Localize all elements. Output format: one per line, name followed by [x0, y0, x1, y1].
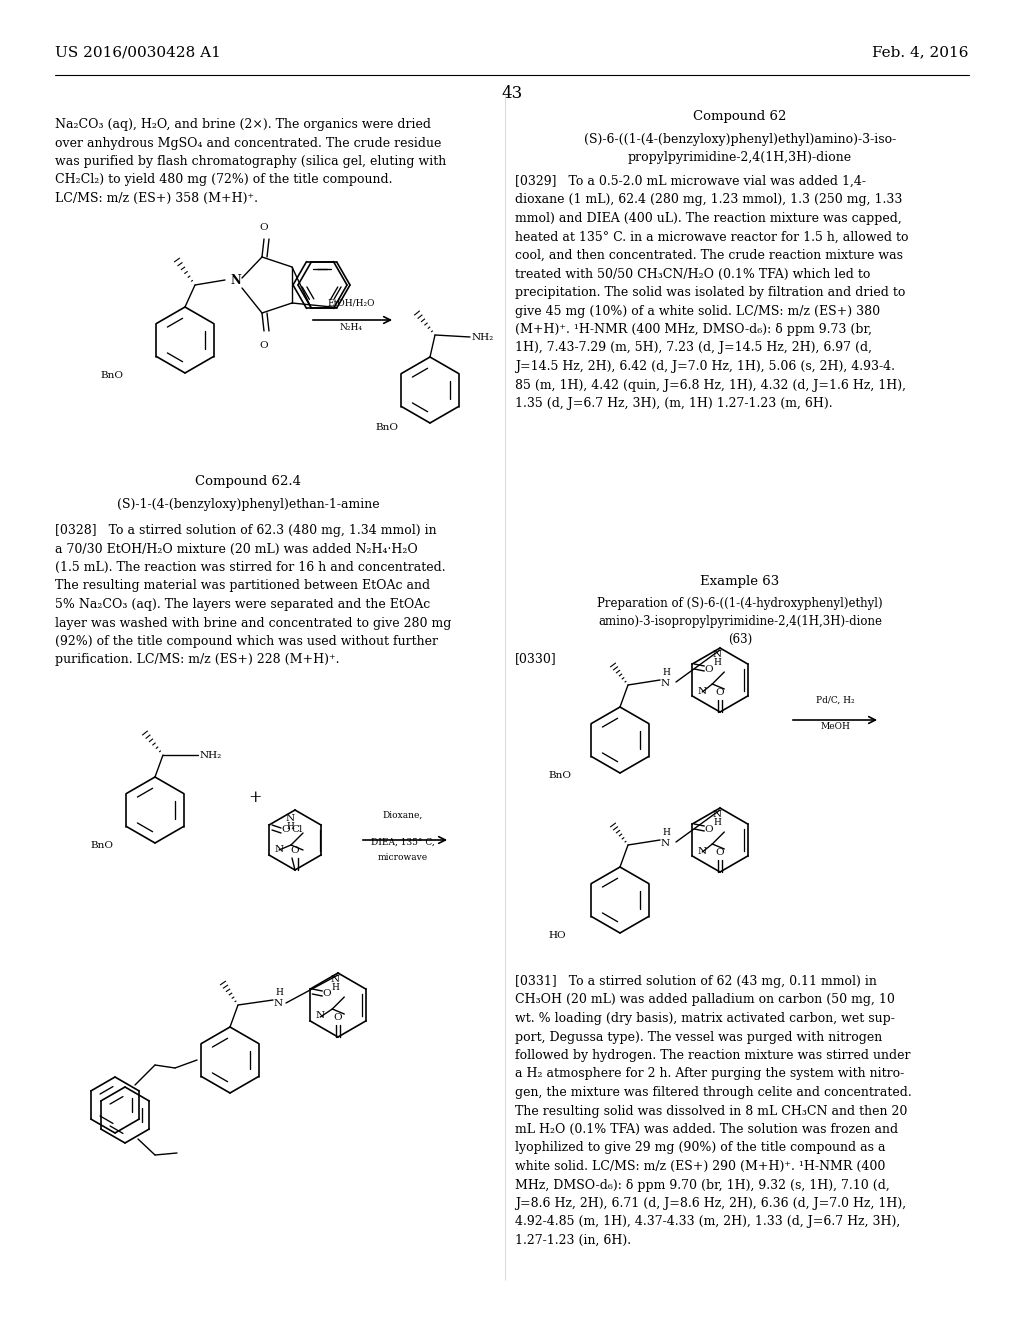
Text: Example 63: Example 63: [700, 576, 779, 587]
Text: Dioxane,: Dioxane,: [383, 810, 423, 820]
Text: N: N: [286, 814, 295, 822]
Text: O: O: [291, 846, 299, 855]
Text: N: N: [315, 1011, 325, 1020]
Text: O: O: [334, 1012, 342, 1022]
Text: N: N: [274, 846, 284, 854]
Text: N: N: [662, 678, 670, 688]
Text: H: H: [713, 818, 721, 828]
Text: N: N: [697, 846, 707, 855]
Text: O: O: [716, 847, 724, 857]
Text: Pd/C, H₂: Pd/C, H₂: [816, 696, 854, 705]
Text: N₂H₄: N₂H₄: [340, 323, 362, 333]
Text: NH₂: NH₂: [472, 333, 495, 342]
Text: H: H: [713, 657, 721, 667]
Text: N: N: [697, 686, 707, 696]
Text: Cl: Cl: [292, 825, 303, 834]
Text: EtOH/H₂O: EtOH/H₂O: [328, 300, 375, 308]
Text: N: N: [230, 273, 241, 286]
Text: N: N: [662, 838, 670, 847]
Text: BnO: BnO: [100, 371, 123, 380]
Text: HO: HO: [548, 931, 565, 940]
Text: microwave: microwave: [378, 853, 428, 862]
Text: +: +: [248, 789, 262, 807]
Text: Preparation of (S)-6-((1-(4-hydroxyphenyl)ethyl)
amino)-3-isopropylpyrimidine-2,: Preparation of (S)-6-((1-(4-hydroxypheny…: [597, 597, 883, 645]
Text: US 2016/0030428 A1: US 2016/0030428 A1: [55, 45, 221, 59]
Text: (S)-1-(4-(benzyloxy)phenyl)ethan-1-amine: (S)-1-(4-(benzyloxy)phenyl)ethan-1-amine: [117, 498, 379, 511]
Text: O: O: [323, 990, 331, 998]
Text: H: H: [662, 668, 670, 677]
Text: O: O: [705, 664, 713, 673]
Text: MeOH: MeOH: [820, 722, 850, 731]
Text: O: O: [705, 825, 713, 833]
Text: O: O: [281, 825, 290, 834]
Text: (S)-6-((1-(4-(benzyloxy)phenyl)ethyl)amino)-3-iso-
propylpyrimidine-2,4(1H,3H)-d: (S)-6-((1-(4-(benzyloxy)phenyl)ethyl)ami…: [584, 133, 896, 164]
Text: Compound 62.4: Compound 62.4: [195, 475, 301, 488]
Text: [0331]   To a stirred solution of 62 (43 mg, 0.11 mmol) in
CH₃OH (20 mL) was add: [0331] To a stirred solution of 62 (43 m…: [515, 975, 911, 1247]
Text: Compound 62: Compound 62: [693, 110, 786, 123]
Text: O: O: [260, 223, 268, 232]
Text: H: H: [662, 828, 670, 837]
Text: [0329]   To a 0.5-2.0 mL microwave vial was added 1,4-
dioxane (1 mL), 62.4 (280: [0329] To a 0.5-2.0 mL microwave vial wa…: [515, 176, 908, 411]
Text: DIEA, 135° C,: DIEA, 135° C,: [371, 838, 435, 847]
Text: N: N: [713, 649, 722, 659]
Text: [0330]: [0330]: [515, 652, 557, 665]
Text: N: N: [713, 810, 722, 818]
Text: Feb. 4, 2016: Feb. 4, 2016: [872, 45, 969, 59]
Text: H: H: [331, 983, 339, 993]
Text: BnO: BnO: [548, 771, 571, 780]
Text: NH₂: NH₂: [200, 751, 222, 759]
Text: H: H: [275, 987, 283, 997]
Text: N: N: [274, 998, 283, 1007]
Text: O: O: [260, 341, 268, 350]
Text: N: N: [331, 975, 340, 983]
Text: H: H: [286, 822, 294, 832]
Text: Na₂CO₃ (aq), H₂O, and brine (2×). The organics were dried
over anhydrous MgSO₄ a: Na₂CO₃ (aq), H₂O, and brine (2×). The or…: [55, 117, 446, 205]
Text: O: O: [716, 688, 724, 697]
Text: [0328]   To a stirred solution of 62.3 (480 mg, 1.34 mmol) in
a 70/30 EtOH/H₂O m: [0328] To a stirred solution of 62.3 (48…: [55, 524, 452, 667]
Text: BnO: BnO: [375, 424, 398, 433]
Text: 43: 43: [502, 84, 522, 102]
Text: BnO: BnO: [90, 841, 113, 850]
